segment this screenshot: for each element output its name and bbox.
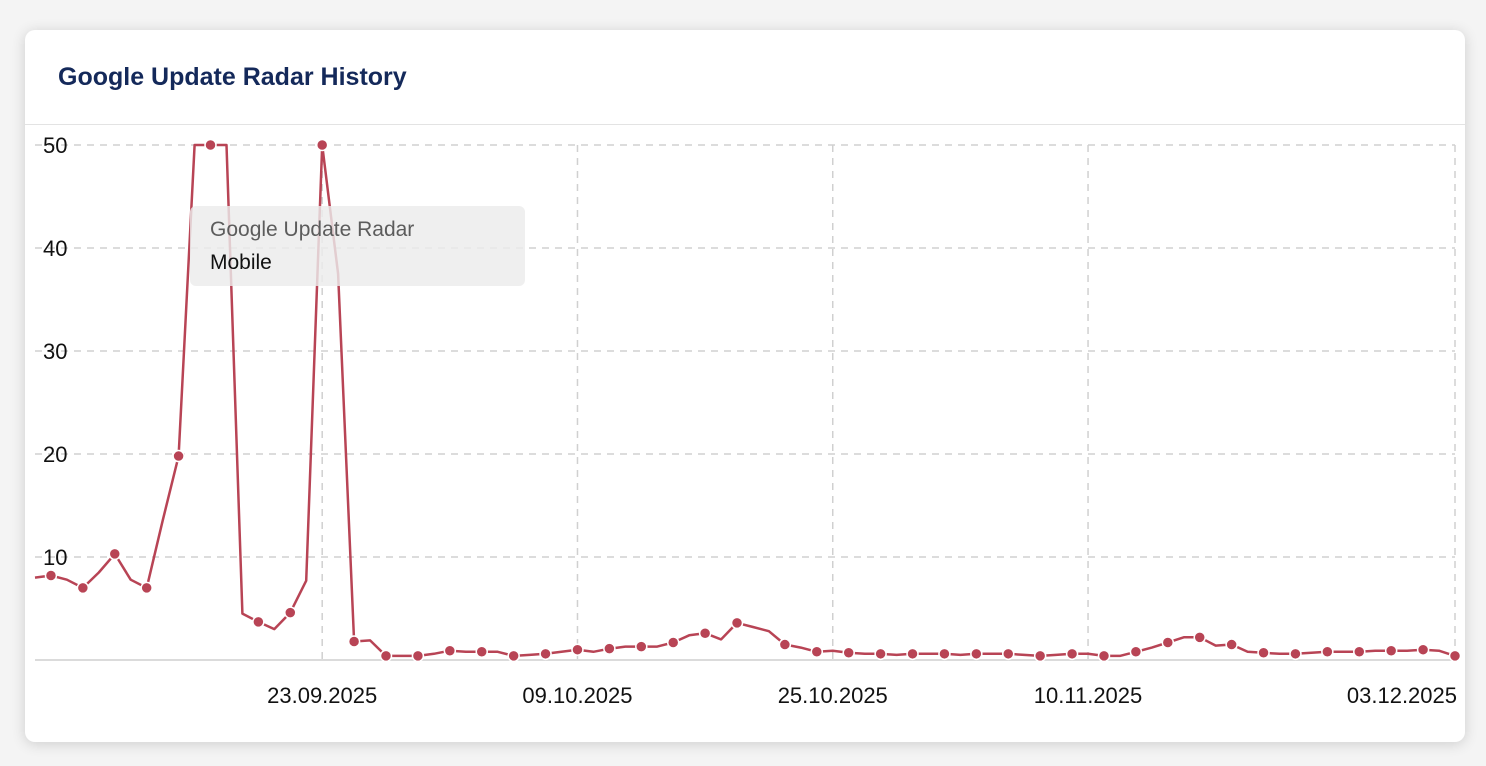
data-point[interactable] [1448, 649, 1462, 663]
data-point[interactable] [938, 647, 951, 661]
line-chart[interactable]: 10 20 30 40 50 23.09.2025 09.10.2025 25.10.202… [25, 30, 1465, 742]
data-point[interactable] [1033, 649, 1047, 663]
data-point[interactable] [874, 647, 887, 661]
data-point[interactable] [284, 606, 297, 619]
data-point[interactable] [1161, 636, 1175, 649]
data-point[interactable] [778, 638, 792, 651]
series-mobile[interactable] [34, 138, 1462, 663]
y-axis-ticks: 10 20 30 40 50 [43, 133, 67, 570]
data-point[interactable] [906, 647, 919, 661]
y-tick-label: 40 [43, 236, 67, 261]
data-point[interactable] [571, 643, 584, 656]
data-point[interactable] [842, 646, 855, 660]
y-tick-label: 30 [43, 339, 67, 364]
data-point[interactable] [172, 449, 185, 463]
data-point[interactable] [539, 647, 552, 661]
x-tick-label: 03.12.2025 [1347, 683, 1457, 708]
y-tick-label: 50 [43, 133, 67, 158]
data-point[interactable] [1225, 638, 1238, 651]
data-point[interactable] [730, 616, 744, 630]
data-point[interactable] [315, 138, 329, 152]
data-point[interactable] [443, 644, 457, 657]
data-point[interactable] [379, 649, 393, 663]
data-point[interactable] [347, 635, 361, 648]
tooltip-title: Google Update Radar [210, 218, 415, 241]
data-point[interactable] [1193, 631, 1206, 644]
data-point[interactable] [411, 649, 425, 663]
series-line[interactable] [34, 143, 1456, 658]
x-tick-label: 25.10.2025 [778, 683, 888, 708]
card-title: Google Update Radar History [58, 63, 407, 91]
data-point[interactable] [603, 642, 616, 655]
data-point[interactable] [1065, 647, 1079, 661]
chart-tooltip: Google Update Radar Mobile [190, 206, 525, 286]
data-point[interactable] [140, 581, 153, 595]
data-point[interactable] [1289, 647, 1302, 661]
x-tick-label: 10.11.2025 [1034, 683, 1142, 708]
data-point[interactable] [1353, 645, 1366, 659]
data-point[interactable] [810, 645, 824, 659]
chart-card: Google Update Radar History 10 20 30 40 50 2… [25, 30, 1465, 742]
y-tick-label: 20 [43, 442, 67, 467]
data-point[interactable] [970, 647, 983, 661]
data-point[interactable] [1097, 649, 1111, 663]
data-point[interactable] [76, 581, 90, 595]
data-point[interactable] [1384, 644, 1398, 657]
data-point[interactable] [698, 626, 712, 640]
x-tick-label: 09.10.2025 [522, 683, 632, 708]
data-point[interactable] [635, 640, 648, 653]
data-point[interactable] [1321, 645, 1334, 659]
data-point[interactable] [204, 138, 217, 152]
x-tick-label: 23.09.2025 [267, 683, 377, 708]
x-axis-ticks: 23.09.2025 09.10.2025 25.10.2025 10.11.2025… [267, 683, 1457, 708]
data-point[interactable] [252, 615, 265, 629]
data-point[interactable] [1129, 645, 1143, 659]
data-point[interactable] [507, 649, 520, 663]
data-point[interactable] [44, 569, 58, 582]
data-point[interactable] [1416, 643, 1430, 656]
data-point[interactable] [475, 645, 488, 659]
card-header: Google Update Radar History [25, 30, 1465, 125]
y-tick-label: 10 [43, 545, 67, 570]
data-point[interactable] [666, 636, 680, 649]
tooltip-series-label: Mobile [210, 251, 272, 274]
data-point[interactable] [1257, 646, 1270, 660]
data-point[interactable] [1002, 647, 1015, 661]
data-point[interactable] [108, 547, 122, 561]
